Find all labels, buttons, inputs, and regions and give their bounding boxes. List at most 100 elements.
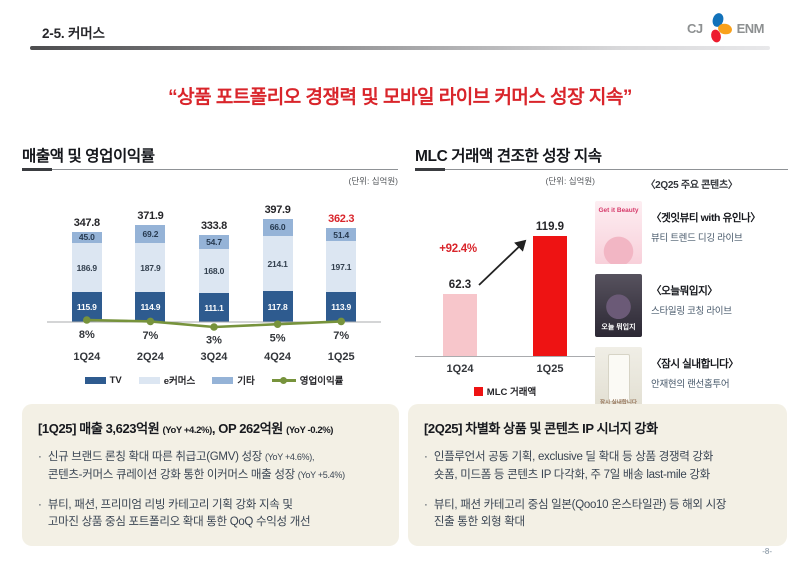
bullet-text: 인플루언서 공동 기획, exclusive 딜 확대 등 상품 경쟁력 강화: [433, 451, 713, 463]
bar-segment-value: 197.1: [331, 261, 352, 272]
content-desc: 뷰티 트렌드 디깅 라이브: [651, 233, 743, 244]
poster-caption: 오늘 뭐입지: [601, 324, 636, 332]
bullet-icon: ·: [424, 451, 428, 463]
operating-margin-value: 3%: [206, 334, 222, 347]
legend-item-tv: TV: [84, 374, 122, 386]
bar-total-label: 333.8: [200, 220, 227, 233]
category-label: 2Q24: [136, 351, 164, 363]
q2-bullet-product: · 인플루언서 공동 기획, exclusive 딜 확대 등 상품 경쟁력 강…: [424, 449, 771, 485]
door-shape: [608, 354, 630, 402]
bar-segment-value: 54.7: [206, 237, 222, 248]
bullet-icon: ·: [424, 498, 428, 511]
content-title: 〈잠시 실내합니다〉: [651, 358, 739, 370]
operating-margin-labels: 8% 7% 3% 5% 7%: [55, 329, 373, 347]
poster-caption: 잠시 실내합니다: [600, 399, 637, 406]
stacked-bar: 54.7 168.0 111.1: [198, 235, 229, 322]
bar-segment-기타: 69.2: [135, 225, 166, 244]
stacked-bar: 66.0 214.1 117.8: [262, 218, 293, 322]
category-label: 4Q24: [264, 351, 292, 363]
category-label: 1Q25: [327, 351, 355, 363]
cj-flower-icon: [705, 12, 735, 44]
right-section-title: MLC 거래액 견조한 성장 지속: [415, 148, 602, 165]
bar-segment-e커머스: 186.9: [71, 243, 102, 292]
mlc-bar-column-1Q25: 119.9: [505, 221, 595, 356]
mlc-bar: [443, 293, 477, 356]
category-label: 1Q25: [536, 363, 564, 375]
mlc-chart-categories: 1Q24 1Q25: [415, 363, 595, 375]
bar-total-label: 371.9: [137, 210, 164, 223]
bar-segment-기타: 66.0: [262, 218, 293, 236]
bar-segment-value: 51.4: [333, 229, 350, 240]
page-label: 2-5. 커머스: [42, 26, 105, 41]
q1-bullet-gmv: · 신규 브랜드 론칭 확대 따른 취급고(GMV) 성장 (YoY +4.6%…: [38, 449, 383, 485]
bar-segment-value: 69.2: [142, 229, 159, 240]
category-label: 1Q24: [73, 351, 101, 363]
operating-margin-value: 7%: [142, 330, 159, 343]
q2-bullet-overseas: · 뷰티, 패션 카테고리 중심 일본(Qoo10 온스타일관) 등 해외 시장…: [424, 497, 771, 533]
title-run: , OP 262억원: [211, 421, 287, 436]
underline-tick: [415, 168, 445, 171]
bar-segment-e커머스: 187.9: [135, 243, 166, 293]
title-run-small: (YoY +4.2%): [162, 425, 212, 436]
bullet-text: 고마진 상품 중심 포트폴리오 확대 통한 QoQ 수익성 개선: [47, 516, 311, 529]
whattoweartoday-poster-image: 오늘 뭐입지: [595, 274, 642, 337]
q1-bullet-category: · 뷰티, 패션, 프리미엄 리빙 카테고리 기획 강화 지속 및 고마진 상품…: [38, 497, 383, 533]
bar-segment-TV: 113.9: [326, 292, 357, 322]
operating-margin-value: 7%: [333, 330, 350, 343]
content-title: 〈오늘뭐입지〉: [651, 285, 718, 297]
bullet-text-small: (YoY +5.4%): [297, 469, 345, 480]
bullet-text: 숏폼, 미드폼 등 콘텐츠 IP 다각화, 주 7일 배송 last-mile …: [433, 468, 710, 481]
bar-segment-value: 214.1: [267, 258, 288, 269]
legend-label: e커머스: [163, 376, 196, 387]
content-item-getitbeauty: Get it Beauty 〈겟잇뷰티 with 유인나〉 뷰티 트렌드 디깅 …: [595, 201, 788, 264]
bar-segment-TV: 117.8: [262, 291, 293, 322]
bar-total-label: 397.9: [264, 203, 291, 216]
bar-segment-value: 66.0: [269, 222, 286, 233]
bar-segment-value: 111.1: [204, 302, 224, 313]
bar-segment-value: 168.0: [203, 266, 225, 277]
legend-label: TV: [109, 374, 122, 386]
revenue-chart-legend: TV e커머스 기타 영업이익률: [40, 373, 388, 387]
bar-segment-기타: 45.0: [71, 231, 102, 244]
bullet-text: 진출 통한 외형 확대: [433, 516, 525, 529]
bar-column-2Q24: 371.9 69.2 187.9 114.9: [119, 210, 183, 322]
bar-segment-TV: 111.1: [198, 293, 229, 322]
left-unit-label: (단위: 십억원): [348, 176, 399, 186]
line-swatch-icon: [271, 376, 296, 384]
bullet-text: 콘텐츠-커머스 큐레이션 강화 통한 이커머스 매출 성장: [47, 468, 298, 481]
q1-summary-title: [1Q25] 매출 3,623억원 (YoY +4.2%), OP 262억원 …: [38, 418, 383, 437]
logo-text-enm: ENM: [736, 20, 765, 36]
bar-segment-value: 186.9: [76, 262, 97, 273]
growth-rate-label: +92.4%: [439, 243, 477, 255]
q2-plan-title: [2Q25] 차별화 상품 및 콘텐츠 IP 시너지 강화: [424, 421, 658, 436]
tv-swatch-icon: [84, 376, 106, 384]
legend-item-operating-margin: 영업이익률: [271, 373, 343, 387]
getitbeauty-poster-image: Get it Beauty: [595, 201, 642, 264]
right-section-underline: [415, 168, 788, 171]
key-contents-panel: 〈2Q25 주요 콘텐츠〉 Get it Beauty 〈겟잇뷰티 with 유…: [595, 176, 788, 410]
content-item-hometour: 잠시 실내합니다 〈잠시 실내합니다〉 안재현의 랜선홈투어: [595, 347, 788, 410]
bar-segment-value: 117.8: [267, 301, 288, 312]
bullet-text-small: (YoY +4.6%),: [264, 452, 315, 462]
bar-total-label: 362.3: [328, 212, 355, 225]
bar-segment-e커머스: 197.1: [326, 241, 357, 293]
etc-swatch-icon: [212, 376, 234, 384]
page-number: -8-: [762, 547, 772, 556]
ecommerce-swatch-icon: [138, 376, 160, 384]
mlc-bar-column-1Q24: 62.3: [415, 279, 505, 356]
left-section-underline: [22, 168, 398, 171]
content-text: 〈겟잇뷰티 with 유인나〉 뷰티 트렌드 디깅 라이브: [651, 201, 761, 244]
left-section-title: 매출액 및 영업이익률: [22, 148, 155, 165]
mlc-chart-plot: +92.4% 62.3 119.9: [415, 221, 595, 357]
bar-column-3Q24: 333.8 54.7 168.0 111.1: [182, 220, 246, 322]
bar-segment-e커머스: 214.1: [262, 235, 293, 292]
poster-caption: Get it Beauty: [598, 207, 639, 214]
legend-item-ecommerce: e커머스: [138, 373, 196, 387]
slide-headline: “상품 포트폴리오 경쟁력 및 모바일 라이브 커머스 성장 지속”: [168, 87, 632, 108]
title-run: [1Q25] 매출 3,623억원: [38, 421, 163, 436]
content-desc: 안재현의 랜선홈투어: [651, 379, 730, 390]
bar-segment-기타: 51.4: [326, 227, 357, 242]
cj-enm-logo: CJ ENM: [687, 12, 765, 44]
stacked-bar: 69.2 187.9 114.9: [135, 225, 166, 322]
